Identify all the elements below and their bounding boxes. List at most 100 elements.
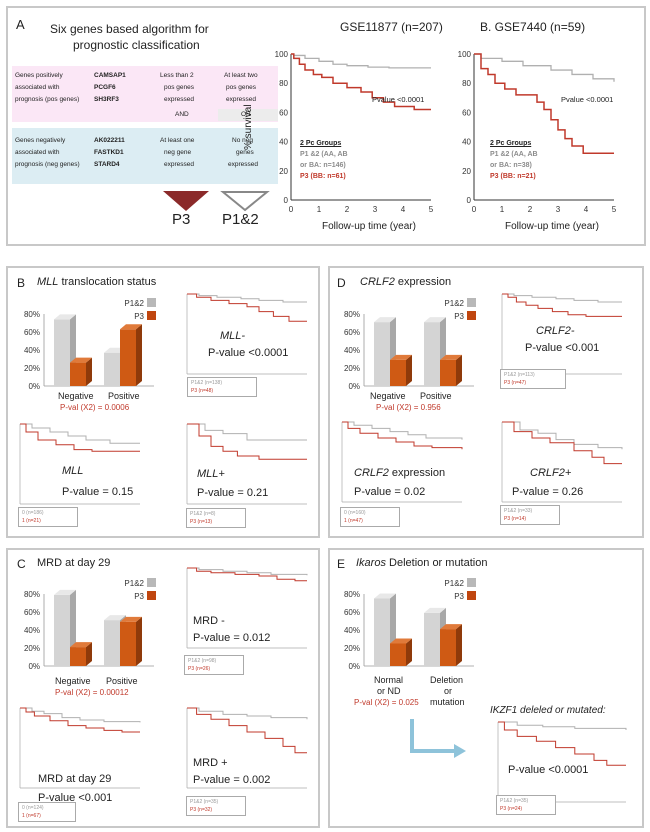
panel-b-letter: B [17,276,26,290]
bar-ytick: 40% [24,626,40,635]
km-c-main-leg1: P1&2 (n=98) [188,658,217,664]
panel-b-title-rest: translocation status [58,276,157,288]
cond-p3-neg-2: neg gene [164,149,192,156]
km-top-ytick: 0 [467,196,472,205]
bar-ytick: 40% [24,346,40,355]
bar-1-1 [120,621,136,666]
bar-side-0-1 [406,638,412,666]
km-top-ytick: 60 [279,108,288,117]
km-c-main-label: MRD - [193,615,225,627]
neg-gene-3: STARD4 [94,161,120,168]
km-top-gray-curve [474,53,615,82]
km-top-right-chart: 100 80 60 40 20 00 1 2 3 4 5 [458,50,617,214]
neg-desc-3: prognosis (neg genes) [15,161,80,168]
km-c-br-legend: P1&2 (n=35) P3 (n=32) [186,796,246,816]
km-d-bottom-left [341,421,463,503]
bar-top-0-1 [70,357,92,363]
panel-c-bar-pval: P-val (X2) = 0.00012 [55,688,129,697]
bar-chart-e: 80% 60% 40% 20% 0% P1&2 P3 [344,578,476,671]
km-top-left-xlabel: Follow-up time (year) [322,221,416,232]
legend-p12-swatch [467,578,476,587]
arrow-p12-icon [220,191,270,212]
bar-ytick: 0% [348,662,360,671]
km-d-bl-p: P-value = 0.02 [354,486,426,498]
km-top-ytick: 60 [462,108,471,117]
bar-chart-d: 80% 60% 40% 20% 0% P1&2 P3 [344,298,476,391]
km-c-bl-label: MRD at day 29 [38,773,112,785]
km-c-bottom-right [186,707,308,789]
neg-genes-row [12,128,278,184]
panel-e-cat2-a: Deletion [430,675,464,685]
bar-0-0 [54,594,70,666]
km-b-br-legend: P1&2 (n=8) P3 (n=13) [186,508,246,528]
km-gray-curve [502,293,622,303]
km-top-left-legend-gray-1: P1 &2 (AA, AB [300,151,348,158]
bar-chart-c: 80% 60% 40% 20% 0% P1&2 P3 [24,578,156,671]
cond-p3-pos-1: Less than 2 [160,72,194,79]
pos-gene-2: PCGF6 [94,84,116,91]
bar-side-0-1 [86,642,92,666]
km-red-curve [20,423,140,452]
km-top-right-legend-red: P3 (BB: n=21) [490,173,536,180]
km-top-xtick: 1 [500,205,505,214]
bar-ytick: 60% [24,328,40,337]
km-d-main-label: CRLF2- [536,325,575,337]
km-d-bl-legend: 0 (n=160) 1 (n=47) [340,507,400,527]
bar-top-1-1 [440,354,462,360]
legend-p12-label: P1&2 [124,299,144,308]
legend-p12-swatch [147,298,156,307]
km-top-ytick: 0 [284,196,289,205]
bar-0-1 [70,362,86,386]
panel-b-bar-pval: P-val (X2) = 0.0006 [60,403,130,412]
legend-p3-swatch [147,591,156,600]
panel-d [328,266,644,538]
bar-0-0 [374,322,390,386]
km-c-bl-p: P-value <0.001 [38,792,113,804]
km-d-bl-label-italic: CRLF2 [354,467,389,479]
bar-ytick: 60% [344,328,360,337]
panel-e-cat1-b: or ND [377,686,401,696]
neg-gene-2: FASTKD1 [94,149,124,156]
km-gray-curve [187,707,308,720]
bar-top-0-1 [70,642,92,648]
panel-d-cat2: Positive [420,391,452,401]
km-e-label: IKZF1 deleled or mutated: [490,705,606,716]
bar-ytick: 20% [24,644,40,653]
km-gray-curve [187,293,307,303]
panel-c-title: MRD at day 29 [37,557,111,569]
cond-p3-neg-1: At least one [160,137,195,144]
bar-1-0 [104,352,120,386]
legend-p12-label: P1&2 [444,579,464,588]
km-red-curve [20,707,140,733]
km-c-bl-leg2: 1 (n=67) [22,813,41,819]
km-c-br-leg2: P3 (n=32) [190,807,213,813]
bar-chart-b: 80% 60% 40% 20% 0% P1&2 P3 [24,298,156,391]
km-d-bl-label: CRLF2 expression [354,467,445,479]
km-b-bottom-left [19,423,140,505]
cond-p12-pos-3: expressed [226,96,256,103]
km-gray-curve [20,707,141,723]
bar-1-1 [440,359,456,386]
km-c-br-p: P-value = 0.002 [193,774,271,786]
legend-p3-swatch [467,311,476,320]
pos-gene-3: SH3RF3 [94,96,119,103]
bar-top-0-0 [374,317,396,323]
bar-side-1-1 [136,616,142,666]
cond-p12-pos-1: At least two [224,72,258,79]
km-top-ytick: 80 [279,79,288,88]
km-gray-curve [20,423,140,444]
arrow-p12-label: P1&2 [222,211,259,228]
panel-c-cat1: Negative [55,676,91,686]
km-d-bottom-right [501,421,623,503]
km-top-right-legend-gray-1: P1 &2 (AA, AB [490,151,538,158]
km-e-leg1: P1&2 (n=35) [500,798,529,804]
km-top-ytick: 80 [462,79,471,88]
km-top-right-xlabel: Follow-up time (year) [505,221,599,232]
panel-a-title-line1: Six genes based algorithm for [50,22,209,36]
legend-p3-label: P3 [134,312,144,321]
cond-p3-pos-2: pos genes [164,84,194,91]
bar-0-1 [390,643,406,666]
km-c-br-leg1: P1&2 (n=35) [190,799,219,805]
km-top-ytick: 20 [279,167,288,176]
km-red-curve [187,423,307,460]
